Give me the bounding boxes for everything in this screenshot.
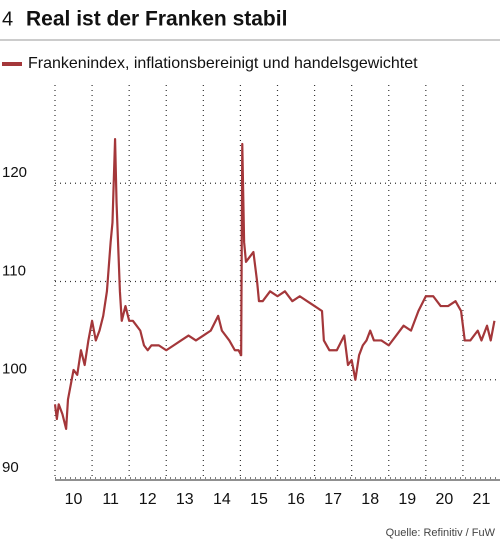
legend-label: Frankenindex, inflationsbereinigt und ha… — [28, 55, 418, 72]
source: Quelle: Refinitiv / FuW — [386, 527, 496, 539]
x-tick-label: 11 — [102, 491, 119, 508]
y-tick-label: 110 — [2, 262, 26, 279]
x-tick-label: 19 — [398, 491, 416, 508]
chart-title: Real ist der Franken stabil — [26, 8, 287, 31]
chart-number: 4 — [2, 8, 13, 30]
x-tick-label: 15 — [250, 491, 268, 508]
x-tick-label: 14 — [213, 491, 231, 508]
x-tick-label: 17 — [324, 491, 342, 508]
y-tick-label: 120 — [2, 164, 27, 181]
x-tick-label: 20 — [435, 491, 453, 508]
x-tick-label: 12 — [139, 491, 157, 508]
y-tick-label: 100 — [2, 361, 27, 378]
x-tick-label: 13 — [176, 491, 194, 508]
x-tick-label: 16 — [287, 491, 305, 508]
x-tick-label: 10 — [65, 491, 83, 508]
x-tick-label: 18 — [361, 491, 379, 508]
x-tick-label: 21 — [473, 491, 491, 508]
y-tick-label: 90 — [2, 459, 19, 476]
data-line — [53, 137, 496, 430]
